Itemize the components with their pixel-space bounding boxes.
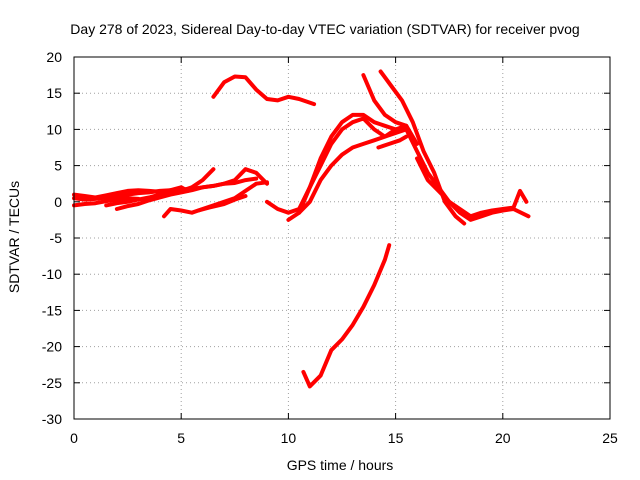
y-tick-label: -10 (42, 266, 62, 282)
x-tick-label: 10 (281, 430, 297, 446)
series-arc-7 (196, 194, 248, 213)
y-tick-label: 0 (54, 194, 62, 210)
series-arc-2 (72, 196, 141, 208)
series-arc-11 (297, 127, 409, 215)
y-tick-label: -30 (42, 411, 62, 427)
x-tick-label: 25 (602, 430, 618, 446)
y-axis-label: SDTVAR / TECUs (6, 181, 22, 293)
series-arc-4 (104, 167, 216, 208)
y-tick-label: 20 (46, 49, 62, 65)
plot-frame (73, 56, 611, 420)
chart-title: Day 278 of 2023, Sidereal Day-to-day VTE… (70, 21, 579, 37)
series-arc-9 (265, 112, 398, 215)
series-arc-16 (415, 156, 529, 219)
data-series (72, 69, 531, 389)
series-arc-5 (114, 176, 259, 211)
x-tick-label: 5 (177, 430, 185, 446)
y-tick-label: -5 (50, 230, 63, 246)
x-tick-label: 0 (70, 430, 78, 446)
axis-ticks: 0 5 10 15 20 25 -30 -25 -20 -15 -10 -5 0 5 10 15 20 (42, 49, 618, 446)
series-arc-15 (376, 134, 409, 150)
y-tick-label: 15 (46, 85, 62, 101)
x-tick-label: 20 (495, 430, 511, 446)
series-arc-13 (378, 69, 467, 226)
y-tick-label: -20 (42, 339, 62, 355)
x-tick-label: 15 (388, 430, 404, 446)
series-arc-8 (211, 74, 317, 107)
grid-lines (74, 57, 610, 419)
y-tick-label: -25 (42, 375, 62, 391)
y-tick-label: 10 (46, 121, 62, 137)
x-axis-label: GPS time / hours (287, 457, 394, 473)
series-arc-17 (301, 243, 392, 389)
y-tick-label: -15 (42, 302, 62, 318)
y-tick-label: 5 (54, 158, 62, 174)
series-arc-3 (72, 167, 269, 202)
